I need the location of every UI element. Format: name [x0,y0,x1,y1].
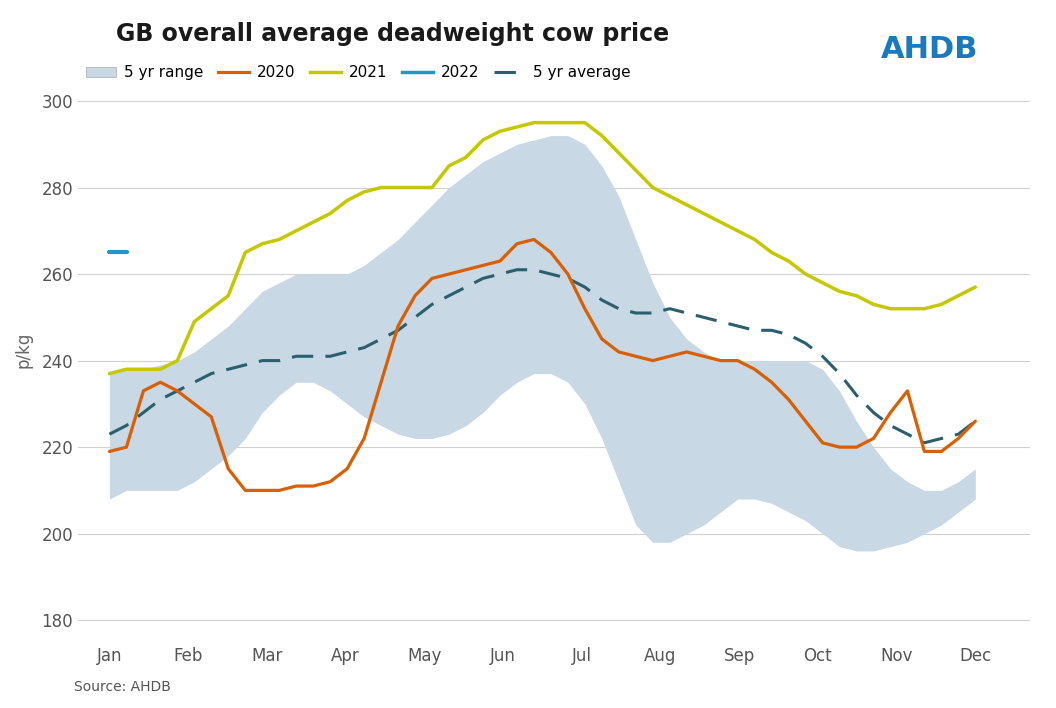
Text: GB overall average deadweight cow price: GB overall average deadweight cow price [116,22,670,46]
Text: AHDB: AHDB [886,57,983,85]
Text: AHDB: AHDB [881,35,978,64]
Text: Source: AHDB: Source: AHDB [74,680,171,694]
Legend: 5 yr range, 2020, 2021, 2022, 5 yr average: 5 yr range, 2020, 2021, 2022, 5 yr avera… [86,65,630,81]
Y-axis label: p/kg: p/kg [15,331,33,368]
